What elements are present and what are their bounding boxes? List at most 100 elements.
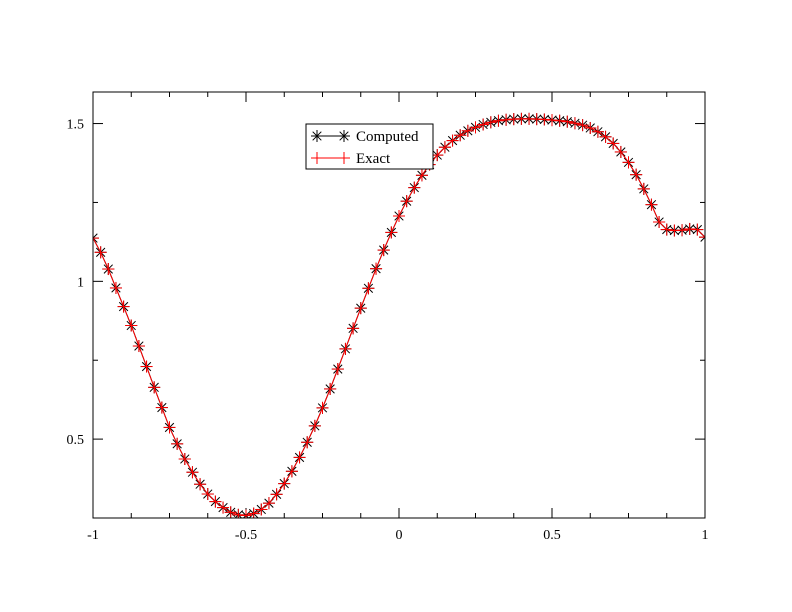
plus-marker: [94, 246, 107, 259]
plus-marker: [163, 421, 176, 434]
plus-marker: [255, 503, 268, 516]
plus-marker: [637, 182, 650, 195]
plus-marker: [148, 381, 161, 394]
marker-stroke: [312, 131, 322, 141]
x-tick-label: 0: [396, 528, 403, 543]
plus-marker: [546, 114, 558, 127]
legend-entry-exact: Exact: [311, 151, 391, 167]
plus-marker: [538, 113, 551, 126]
plus-marker: [301, 436, 314, 449]
plus-marker: [354, 302, 367, 315]
plus-marker: [338, 152, 350, 164]
asterisk-marker: [311, 130, 323, 142]
plus-marker: [278, 477, 291, 490]
series-exact: [93, 112, 705, 518]
y-tick-label: 1: [77, 275, 84, 290]
plus-marker: [171, 437, 184, 450]
legend-label: Exact: [356, 151, 391, 167]
legend-entry-computed: Computed: [311, 129, 419, 145]
plus-marker: [607, 137, 620, 150]
plus-marker: [584, 121, 597, 134]
plus-marker: [484, 116, 497, 129]
plus-marker: [347, 322, 360, 335]
marker-stroke: [93, 237, 98, 243]
series-layer: [93, 112, 705, 518]
plus-marker: [622, 156, 635, 169]
plus-marker: [186, 466, 199, 479]
plus-marker: [660, 223, 673, 236]
plus-marker: [477, 118, 490, 131]
plus-marker: [201, 488, 214, 501]
plus-marker: [591, 125, 604, 138]
plus-marker: [316, 401, 329, 414]
plus-marker: [194, 478, 207, 491]
plus-marker: [102, 263, 115, 276]
plus-marker: [285, 465, 298, 478]
marker-stroke: [339, 131, 349, 141]
plus-marker: [209, 495, 222, 508]
plus-marker: [132, 340, 145, 353]
x-tick-label: -0.5: [235, 528, 257, 543]
plus-marker: [568, 117, 581, 130]
plus-marker: [109, 281, 122, 294]
plus-marker: [553, 114, 566, 127]
asterisk-marker: [338, 130, 350, 142]
plus-marker: [699, 231, 705, 244]
plus-marker: [683, 222, 696, 235]
plus-marker: [117, 300, 130, 313]
plus-marker: [469, 121, 482, 134]
plus-marker: [331, 363, 344, 376]
plus-marker: [93, 232, 99, 245]
plus-marker: [492, 114, 505, 127]
plus-marker: [262, 497, 275, 510]
plus-marker: [324, 382, 337, 395]
plus-marker: [645, 198, 658, 211]
plus-marker: [500, 113, 513, 126]
plus-marker: [140, 360, 153, 373]
plus-marker: [454, 129, 467, 142]
plus-marker: [385, 226, 398, 239]
plus-marker: [400, 195, 413, 208]
legend-label: Computed: [356, 129, 419, 145]
plus-marker: [232, 508, 245, 518]
plus-marker: [362, 282, 375, 295]
plus-marker: [408, 181, 421, 194]
plus-marker: [438, 141, 451, 154]
x-tick-label: 1: [702, 528, 709, 543]
plus-marker: [676, 224, 689, 237]
plus-marker: [561, 115, 574, 128]
plus-marker: [293, 451, 306, 464]
legend-box: [305, 123, 434, 170]
plus-marker: [415, 169, 428, 182]
plus-marker: [240, 509, 252, 518]
plus-marker: [393, 210, 405, 223]
y-tick-label: 1.5: [67, 118, 85, 133]
tick-labels: -1 -0.5 0 0.5 1 0.5 1 1.5: [67, 118, 709, 543]
plus-marker: [461, 124, 474, 137]
plus-marker: [653, 216, 666, 229]
plus-marker: [308, 419, 321, 432]
marker-stroke: [93, 233, 98, 239]
plus-marker: [370, 262, 383, 275]
plus-marker: [224, 506, 237, 518]
y-tick-label: 0.5: [67, 433, 85, 448]
plus-marker: [155, 401, 168, 414]
plus-marker: [599, 130, 612, 143]
plus-marker: [614, 145, 627, 158]
plus-marker: [691, 223, 704, 236]
plus-marker: [125, 319, 138, 332]
plus-marker: [630, 168, 643, 181]
x-tick-label: -1: [87, 528, 99, 543]
plus-marker: [311, 152, 323, 164]
plus-marker: [446, 134, 459, 147]
plus-marker: [576, 119, 589, 132]
plus-marker: [377, 244, 390, 257]
marker-stroke: [700, 236, 705, 242]
plot-frame: [92, 91, 706, 519]
plus-marker: [178, 452, 191, 465]
plus-marker: [270, 488, 283, 501]
legend: Computed Exact: [305, 123, 434, 170]
